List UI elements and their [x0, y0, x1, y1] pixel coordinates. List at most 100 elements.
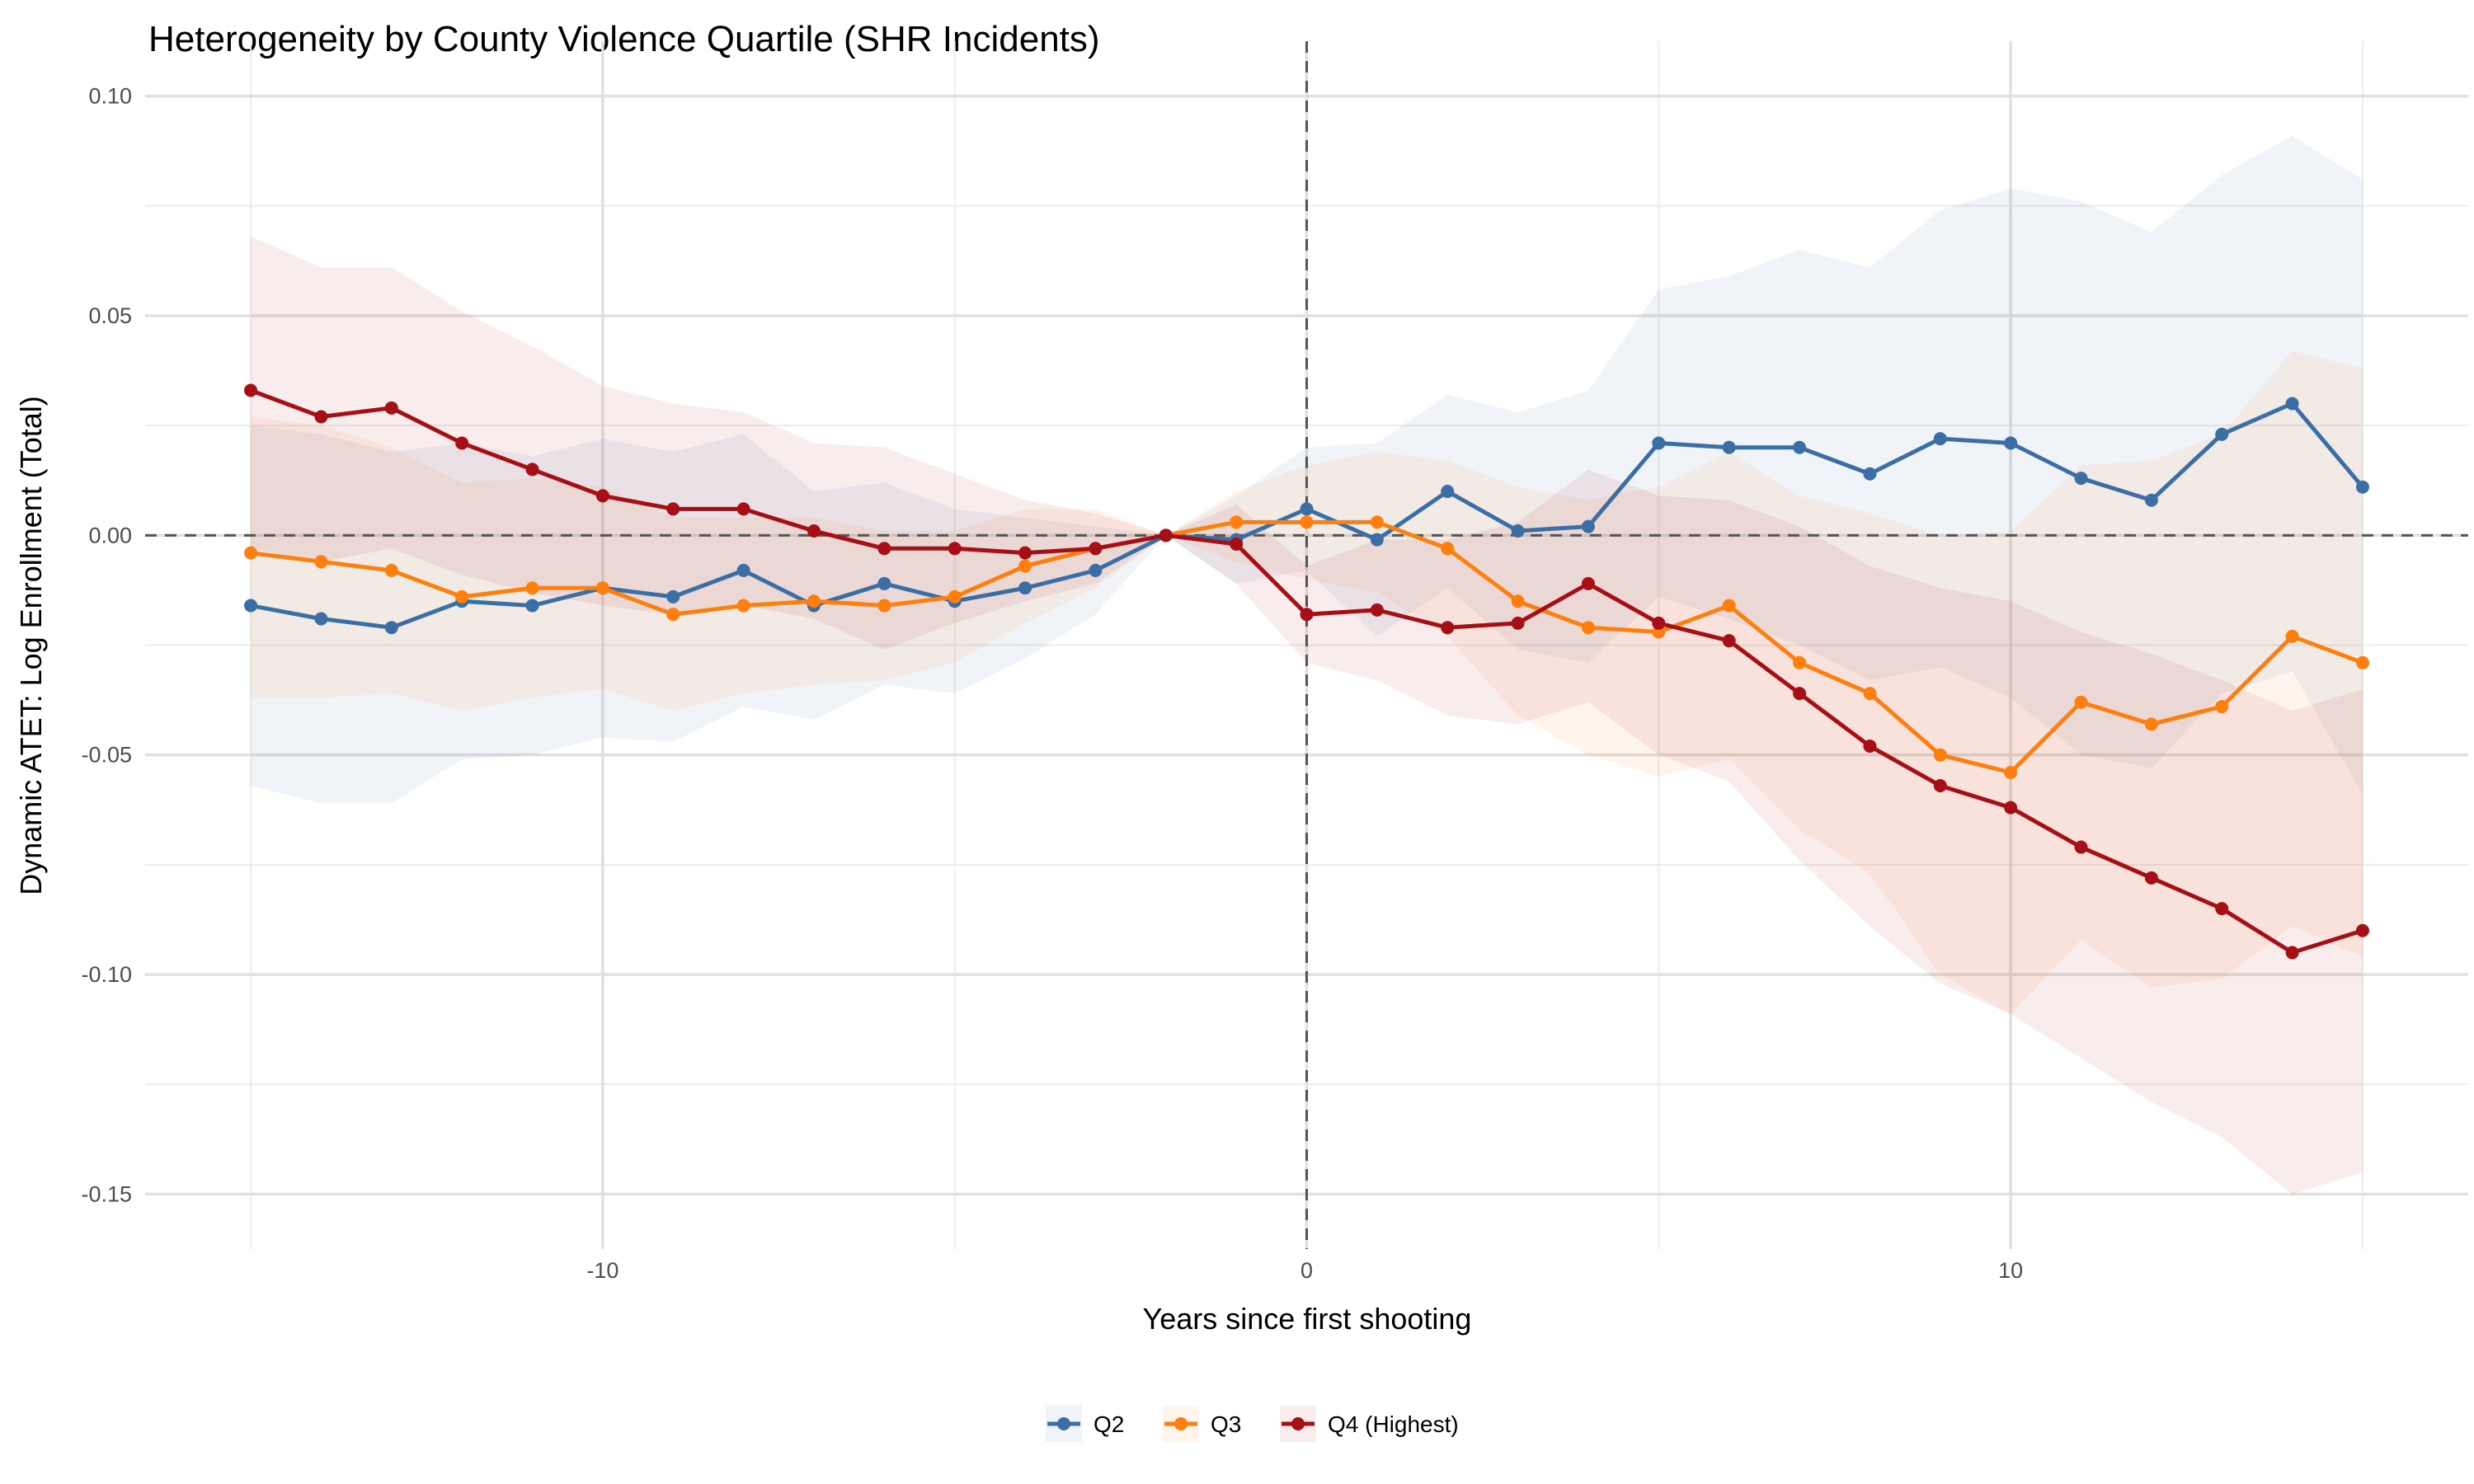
data-point-q4-highest — [2004, 801, 2018, 815]
confidence-bands — [251, 135, 2363, 1195]
data-point-q2 — [384, 621, 398, 635]
data-point-q3 — [314, 555, 328, 569]
ci-band-q2 — [251, 135, 2363, 804]
legend-label: Q4 (Highest) — [1328, 1411, 1459, 1437]
data-point-q3 — [1793, 655, 1807, 669]
data-point-q2 — [1863, 467, 1877, 481]
y-axis-title: Dynamic ATET: Log Enrollment (Total) — [14, 396, 48, 895]
data-point-q2 — [244, 599, 258, 613]
data-point-q4-highest — [1370, 603, 1384, 617]
legend-key-point — [1174, 1417, 1188, 1430]
data-point-q2 — [1300, 502, 1314, 516]
data-point-q3 — [2074, 695, 2088, 709]
data-point-q2 — [1511, 524, 1525, 538]
data-point-q4-highest — [807, 524, 821, 538]
data-point-q3 — [1370, 515, 1384, 529]
data-point-q3 — [2355, 655, 2369, 669]
data-point-q4-highest — [736, 502, 750, 516]
legend-item: Q4 (Highest) — [1280, 1406, 1459, 1442]
data-point-q4-highest — [1300, 608, 1314, 622]
data-point-q2 — [1581, 519, 1595, 533]
data-point-q3 — [244, 546, 258, 560]
y-tick-label: 0.00 — [88, 523, 132, 547]
chart-title: Heterogeneity by County Violence Quartil… — [148, 19, 1100, 59]
data-point-q3 — [807, 594, 821, 608]
data-point-q2 — [314, 612, 328, 626]
legend: Q2 Q3 Q4 (Highest) — [1046, 1406, 1459, 1442]
data-point-q2 — [2074, 472, 2088, 486]
x-tick-label: 0 — [1300, 1258, 1313, 1283]
data-point-q4-highest — [244, 383, 258, 397]
data-point-q3 — [525, 581, 539, 595]
data-point-q3 — [384, 563, 398, 577]
data-point-q2 — [2004, 436, 2018, 450]
data-point-q3 — [666, 608, 680, 622]
legend-label: Q2 — [1094, 1411, 1124, 1437]
data-point-q2 — [877, 576, 891, 590]
data-point-q4-highest — [1089, 542, 1103, 556]
data-point-q4-highest — [1230, 537, 1244, 551]
data-point-q2 — [1441, 485, 1455, 499]
y-tick-label: -0.10 — [81, 962, 132, 987]
data-point-q4-highest — [2144, 871, 2158, 885]
data-point-q4-highest — [948, 542, 962, 556]
data-point-q3 — [1018, 559, 1032, 573]
data-point-q2 — [2215, 427, 2229, 441]
data-point-q3 — [1511, 594, 1525, 608]
data-point-q4-highest — [2074, 840, 2088, 854]
data-point-q4-highest — [1018, 546, 1032, 560]
data-point-q4-highest — [1581, 576, 1595, 590]
data-point-q3 — [1933, 748, 1947, 762]
data-point-q4-highest — [384, 401, 398, 415]
data-point-q4-highest — [2215, 902, 2229, 916]
data-point-q3 — [455, 589, 469, 603]
data-point-q3 — [595, 581, 609, 595]
data-point-q4-highest — [877, 542, 891, 556]
data-point-q4-highest — [1863, 740, 1877, 754]
legend-key-point — [1291, 1417, 1305, 1430]
data-point-q4-highest — [455, 436, 469, 450]
y-tick-label: 0.05 — [88, 303, 132, 328]
data-point-q4-highest — [595, 489, 609, 503]
data-point-q4-highest — [1652, 616, 1666, 630]
y-tick-label: 0.10 — [88, 84, 132, 109]
data-point-q3 — [2215, 700, 2229, 714]
data-point-q3 — [1722, 599, 1736, 613]
tick-labels: 0.10 0.05 0.00 -0.05 -0.10 -0.15 -10 0 10 — [81, 84, 2023, 1283]
data-point-q3 — [2285, 629, 2299, 643]
legend-label: Q3 — [1211, 1411, 1241, 1437]
data-point-q3 — [2004, 765, 2018, 779]
data-point-q4-highest — [1722, 634, 1736, 648]
data-point-q2 — [1018, 581, 1032, 595]
data-point-q2 — [2355, 480, 2369, 494]
data-point-q3 — [1581, 621, 1595, 635]
data-point-q4-highest — [1159, 528, 1173, 542]
data-point-q2 — [1933, 432, 1947, 446]
data-point-q4-highest — [1441, 621, 1455, 635]
data-point-q3 — [736, 599, 750, 613]
data-point-q2 — [2285, 397, 2299, 411]
data-point-q3 — [1300, 515, 1314, 529]
data-point-q2 — [1089, 563, 1103, 577]
data-point-q4-highest — [314, 410, 328, 424]
data-point-q3 — [877, 599, 891, 613]
ci-band-q4-highest- — [251, 237, 2363, 1195]
data-point-q4-highest — [1511, 616, 1525, 630]
data-point-q2 — [1652, 436, 1666, 450]
x-tick-label: 10 — [1998, 1258, 2023, 1283]
data-point-q3 — [2144, 717, 2158, 731]
data-point-q3 — [1230, 515, 1244, 529]
data-point-q3 — [1441, 542, 1455, 556]
ci-band-q3 — [251, 350, 2363, 1014]
data-point-q4-highest — [666, 502, 680, 516]
data-point-q2 — [1722, 440, 1736, 454]
data-point-q2 — [525, 599, 539, 613]
data-point-q4-highest — [2355, 923, 2369, 937]
data-point-q2 — [2144, 493, 2158, 507]
data-point-q4-highest — [2285, 946, 2299, 960]
y-tick-label: -0.15 — [81, 1181, 132, 1206]
legend-key-point — [1057, 1417, 1070, 1430]
legend-item: Q2 — [1046, 1406, 1124, 1442]
data-point-q2 — [1793, 440, 1807, 454]
